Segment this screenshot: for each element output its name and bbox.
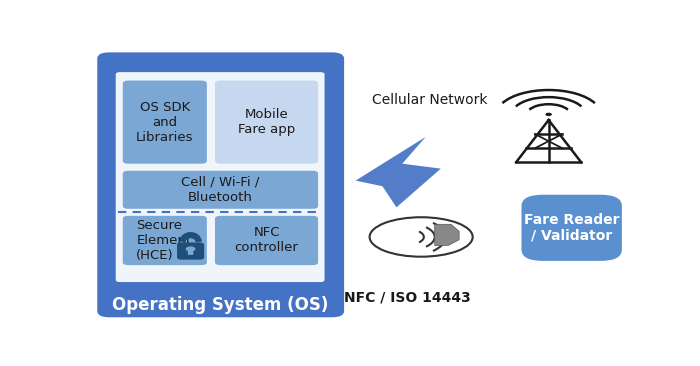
Text: Cellular Network: Cellular Network: [372, 93, 488, 107]
Text: Cell / Wi-Fi /
Bluetooth: Cell / Wi-Fi / Bluetooth: [181, 176, 260, 204]
FancyBboxPatch shape: [122, 81, 207, 164]
FancyBboxPatch shape: [122, 171, 318, 209]
FancyBboxPatch shape: [177, 242, 204, 259]
Text: NFC / ISO 14443: NFC / ISO 14443: [344, 291, 471, 305]
FancyBboxPatch shape: [215, 81, 318, 164]
Text: OS SDK
and
Libraries: OS SDK and Libraries: [136, 101, 194, 143]
Text: Mobile
Fare app: Mobile Fare app: [238, 108, 295, 136]
Text: Secure
Element
(HCE): Secure Element (HCE): [136, 219, 191, 262]
Text: NFC
controller: NFC controller: [234, 227, 298, 254]
FancyBboxPatch shape: [97, 52, 344, 317]
Polygon shape: [356, 137, 441, 208]
Text: Operating System (OS): Operating System (OS): [113, 296, 329, 314]
Polygon shape: [435, 224, 459, 246]
Text: Fare Reader
/ Validator: Fare Reader / Validator: [524, 213, 620, 243]
Circle shape: [186, 246, 195, 251]
FancyBboxPatch shape: [522, 195, 622, 261]
FancyBboxPatch shape: [188, 249, 193, 255]
Circle shape: [545, 113, 552, 116]
FancyBboxPatch shape: [215, 216, 318, 265]
FancyBboxPatch shape: [116, 72, 325, 282]
FancyBboxPatch shape: [122, 216, 207, 265]
